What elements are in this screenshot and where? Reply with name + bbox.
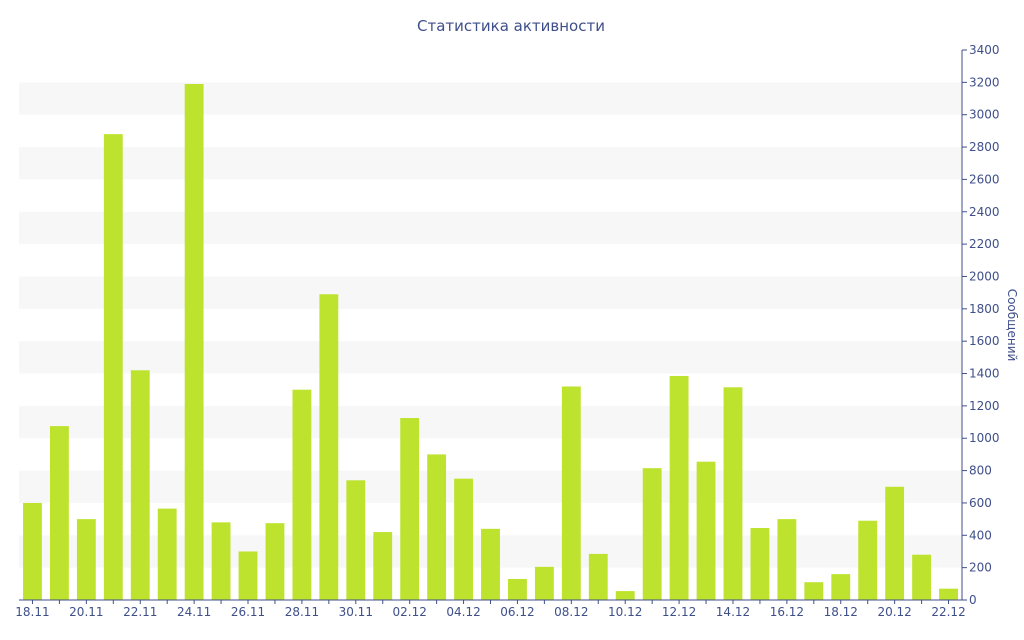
y-tick-label: 3000 [969, 108, 1000, 122]
bar [885, 486, 905, 600]
bar [49, 426, 69, 600]
grid-band [19, 82, 962, 115]
y-tick-label: 2200 [969, 237, 1000, 251]
y-tick-label: 600 [969, 496, 992, 510]
bar [157, 508, 177, 600]
y-tick-label: 200 [969, 561, 992, 575]
bar [804, 582, 824, 600]
x-tick-label: 18.11 [15, 605, 49, 619]
bar [750, 528, 770, 600]
x-tick-label: 12.12 [662, 605, 696, 619]
bar [346, 480, 366, 600]
y-tick-label: 1200 [969, 399, 1000, 413]
bar [696, 461, 716, 600]
x-tick-label: 22.12 [931, 605, 965, 619]
y-tick-label: 1000 [969, 431, 1000, 445]
chart-title: Статистика активности [417, 17, 605, 35]
bar [373, 532, 393, 600]
x-tick-label: 20.12 [877, 605, 911, 619]
bar [319, 294, 339, 600]
grid-band [19, 147, 962, 180]
x-tick-label: 08.12 [554, 605, 588, 619]
bar-series [23, 83, 958, 601]
y-tick-label: 2000 [969, 269, 1000, 283]
bar [184, 83, 204, 601]
bar [939, 588, 958, 600]
bar [481, 528, 500, 600]
bar [561, 386, 581, 600]
bar [858, 520, 878, 600]
x-axis: 18.11 20.11 22.11 24.11 26.11 28.11 30.11 02.12… [15, 599, 966, 619]
x-tick-label: 30.11 [339, 605, 373, 619]
bar [130, 370, 150, 600]
y-tick-label: 1600 [969, 334, 1000, 348]
bar [831, 574, 851, 600]
y-tick-label: 2600 [969, 172, 1000, 186]
y-tick-label: 2800 [969, 140, 1000, 154]
bar [534, 566, 554, 600]
y-tick-label: 800 [969, 464, 992, 478]
bar [265, 523, 285, 600]
grid-band [19, 211, 962, 245]
bar [642, 468, 662, 600]
x-tick-label: 18.12 [824, 605, 858, 619]
x-tick-label: 20.11 [69, 605, 103, 619]
x-tick-label: 22.11 [123, 605, 157, 619]
x-tick-label: 24.11 [177, 605, 211, 619]
grid-band [19, 341, 962, 374]
grid-bands [19, 82, 962, 568]
bar [615, 591, 635, 600]
bar [588, 553, 608, 600]
bar [76, 519, 96, 600]
y-axis-title: Сообщений [1005, 289, 1019, 362]
grid-band [19, 405, 962, 439]
bar [454, 478, 473, 600]
y-tick-label: 1400 [969, 367, 1000, 381]
bar [427, 454, 447, 600]
y-tick-label: 0 [969, 593, 977, 607]
x-tick-label: 28.11 [285, 605, 319, 619]
x-tick-label: 02.12 [392, 605, 426, 619]
bar [669, 375, 689, 600]
bar [292, 389, 312, 600]
grid-band [19, 276, 962, 309]
y-tick-label: 2400 [969, 205, 1000, 219]
y-axis: 0 200 400 600 800 1000 1200 1400 1600 1800 2000 220… [961, 43, 1000, 607]
y-tick-label: 400 [969, 528, 992, 542]
bar [103, 134, 123, 600]
x-tick-label: 14.12 [716, 605, 750, 619]
bar [912, 554, 932, 600]
bar [723, 387, 743, 600]
x-tick-label: 10.12 [608, 605, 642, 619]
bar [238, 551, 258, 600]
bar [23, 502, 42, 600]
y-tick-label: 1800 [969, 302, 1000, 316]
y-tick-label: 3200 [969, 75, 1000, 89]
x-tick-label: 16.12 [770, 605, 804, 619]
x-tick-label: 04.12 [446, 605, 480, 619]
bar [211, 522, 231, 600]
x-tick-label: 06.12 [500, 605, 534, 619]
x-tick-label: 26.11 [231, 605, 265, 619]
bar [508, 578, 527, 600]
grid-band [19, 470, 962, 503]
bar [400, 418, 420, 600]
bar [777, 519, 797, 600]
y-tick-label: 3400 [969, 43, 1000, 57]
